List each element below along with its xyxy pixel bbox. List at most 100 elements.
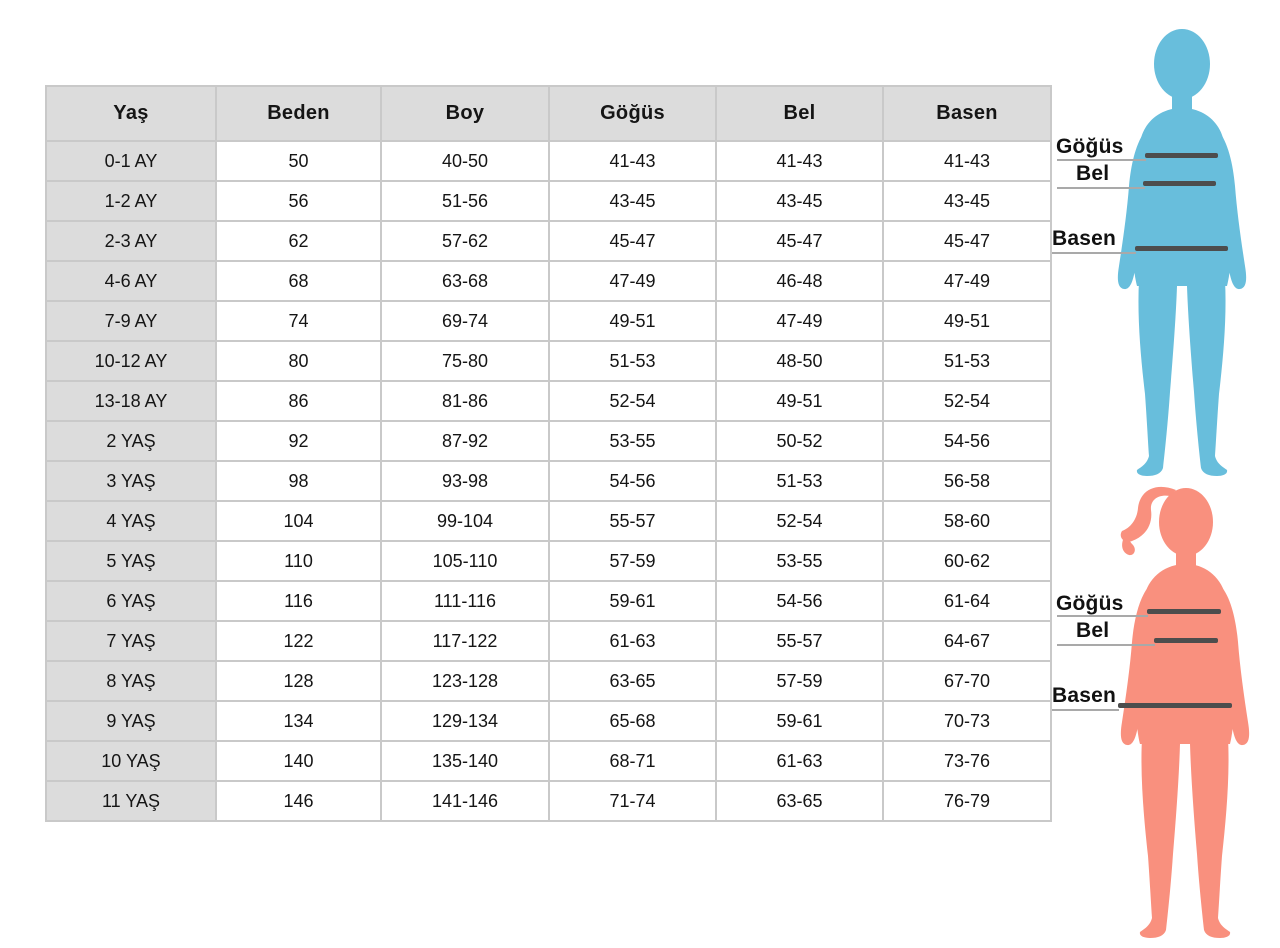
size-cell: 140 (215, 740, 382, 782)
hip-cell: 73-76 (882, 740, 1052, 782)
chest-cell: 51-53 (548, 340, 717, 382)
height-cell: 135-140 (380, 740, 550, 782)
table-row: 7-9 AY 74 69-74 49-51 47-49 49-51 (45, 300, 1052, 342)
figure-right-arm (1216, 586, 1250, 746)
table-row: 6 YAŞ 116 111-116 59-61 54-56 61-64 (45, 580, 1052, 622)
chest-cell: 61-63 (548, 620, 717, 662)
waist-cell: 50-52 (715, 420, 884, 462)
waist-cell: 41-43 (715, 140, 884, 182)
pink-hip-measure-line (1118, 703, 1232, 708)
table-row: 5 YAŞ 110 105-110 57-59 53-55 60-62 (45, 540, 1052, 582)
waist-cell: 63-65 (715, 780, 884, 822)
height-cell: 87-92 (380, 420, 550, 462)
chest-cell: 45-47 (548, 220, 717, 262)
header-height: Boy (380, 85, 550, 142)
header-chest: Göğüs (548, 85, 717, 142)
pink-body-shape (1120, 486, 1250, 938)
waist-cell: 59-61 (715, 700, 884, 742)
height-cell: 40-50 (380, 140, 550, 182)
size-table: Yaş Beden Boy Göğüs Bel Basen 0-1 AY 50 … (45, 85, 1052, 822)
size-cell: 74 (215, 300, 382, 342)
age-cell: 9 YAŞ (45, 700, 217, 742)
table-row: 10-12 AY 80 75-80 51-53 48-50 51-53 (45, 340, 1052, 382)
hip-cell: 51-53 (882, 340, 1052, 382)
waist-cell: 61-63 (715, 740, 884, 782)
figure-left-arm (1117, 130, 1151, 290)
waist-cell: 43-45 (715, 180, 884, 222)
height-cell: 63-68 (380, 260, 550, 302)
hip-cell: 52-54 (882, 380, 1052, 422)
size-cell: 146 (215, 780, 382, 822)
table-row: 11 YAŞ 146 141-146 71-74 63-65 76-79 (45, 780, 1052, 822)
height-cell: 51-56 (380, 180, 550, 222)
age-cell: 4-6 AY (45, 260, 217, 302)
hip-cell: 61-64 (882, 580, 1052, 622)
size-cell: 104 (215, 500, 382, 542)
child-figure-blue (1117, 29, 1247, 476)
blue-chest-leader-line (1057, 159, 1146, 161)
age-cell: 7 YAŞ (45, 620, 217, 662)
age-cell: 10-12 AY (45, 340, 217, 382)
hip-cell: 70-73 (882, 700, 1052, 742)
table-header-row: Yaş Beden Boy Göğüs Bel Basen (45, 85, 1052, 142)
figure-right-leg (1187, 280, 1228, 476)
waist-cell: 55-57 (715, 620, 884, 662)
pink-chest-leader-line (1057, 615, 1148, 617)
size-cell: 110 (215, 540, 382, 582)
size-cell: 62 (215, 220, 382, 262)
size-cell: 128 (215, 660, 382, 702)
age-cell: 13-18 AY (45, 380, 217, 422)
age-cell: 8 YAŞ (45, 660, 217, 702)
size-cell: 134 (215, 700, 382, 742)
blue-waist-leader-line (1057, 187, 1145, 189)
pink-hip-leader-line (1052, 709, 1119, 711)
height-cell: 57-62 (380, 220, 550, 262)
figure-ponytail-curl (1122, 532, 1135, 556)
age-cell: 2-3 AY (45, 220, 217, 262)
figure-left-leg (1139, 738, 1180, 938)
waist-cell: 51-53 (715, 460, 884, 502)
figure-left-leg (1136, 280, 1177, 476)
size-table-body: 0-1 AY 50 40-50 41-43 41-43 41-43 1-2 AY… (45, 140, 1052, 822)
chest-cell: 57-59 (548, 540, 717, 582)
table-row: 3 YAŞ 98 93-98 54-56 51-53 56-58 (45, 460, 1052, 502)
hip-cell: 54-56 (882, 420, 1052, 462)
chest-cell: 65-68 (548, 700, 717, 742)
waist-cell: 46-48 (715, 260, 884, 302)
blue-chest-label: Göğüs (1056, 135, 1124, 158)
blue-chest-measure-line (1145, 153, 1218, 158)
height-cell: 117-122 (380, 620, 550, 662)
table-row: 4 YAŞ 104 99-104 55-57 52-54 58-60 (45, 500, 1052, 542)
blue-waist-measure-line (1143, 181, 1216, 186)
header-waist: Bel (715, 85, 884, 142)
chest-cell: 68-71 (548, 740, 717, 782)
height-cell: 141-146 (380, 780, 550, 822)
size-cell: 56 (215, 180, 382, 222)
age-cell: 11 YAŞ (45, 780, 217, 822)
blue-body-shape (1117, 29, 1247, 476)
age-cell: 2 YAŞ (45, 420, 217, 462)
size-cell: 50 (215, 140, 382, 182)
chest-cell: 43-45 (548, 180, 717, 222)
figure-head (1154, 29, 1210, 99)
header-size: Beden (215, 85, 382, 142)
header-age: Yaş (45, 85, 217, 142)
chest-cell: 49-51 (548, 300, 717, 342)
age-cell: 1-2 AY (45, 180, 217, 222)
header-hip: Basen (882, 85, 1052, 142)
size-cell: 116 (215, 580, 382, 622)
waist-cell: 54-56 (715, 580, 884, 622)
height-cell: 93-98 (380, 460, 550, 502)
hip-cell: 67-70 (882, 660, 1052, 702)
height-cell: 99-104 (380, 500, 550, 542)
chest-cell: 52-54 (548, 380, 717, 422)
age-cell: 6 YAŞ (45, 580, 217, 622)
size-cell: 122 (215, 620, 382, 662)
waist-cell: 52-54 (715, 500, 884, 542)
pink-waist-measure-line (1154, 638, 1218, 643)
chest-cell: 47-49 (548, 260, 717, 302)
table-row: 8 YAŞ 128 123-128 63-65 57-59 67-70 (45, 660, 1052, 702)
figure-right-leg (1190, 738, 1231, 938)
waist-cell: 53-55 (715, 540, 884, 582)
age-cell: 3 YAŞ (45, 460, 217, 502)
